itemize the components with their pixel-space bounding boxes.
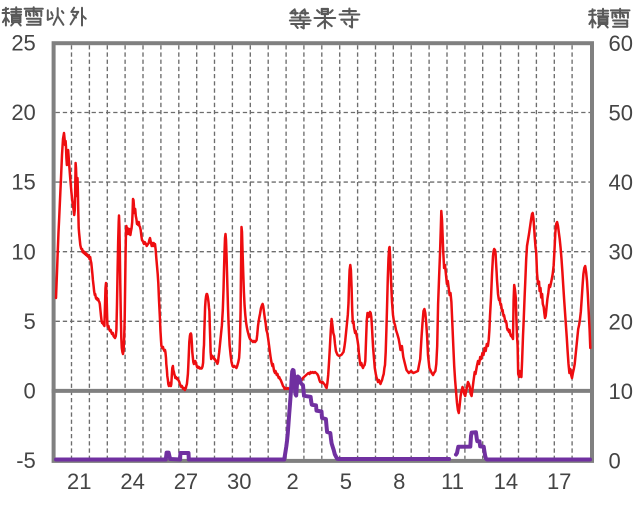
svg-text:25: 25 (11, 31, 35, 56)
svg-text:30: 30 (609, 240, 633, 265)
svg-text:-5: -5 (16, 448, 36, 473)
svg-text:24: 24 (120, 469, 144, 494)
svg-text:60: 60 (609, 31, 633, 56)
svg-text:11: 11 (441, 469, 464, 494)
svg-text:0: 0 (24, 379, 36, 404)
svg-text:0: 0 (609, 449, 621, 474)
svg-text:30: 30 (227, 469, 251, 494)
svg-text:20: 20 (609, 309, 633, 334)
svg-text:8: 8 (393, 469, 405, 494)
svg-text:27: 27 (174, 469, 198, 494)
svg-text:20: 20 (11, 100, 35, 125)
svg-text:10: 10 (609, 379, 633, 404)
svg-text:2: 2 (286, 469, 298, 494)
svg-text:5: 5 (24, 309, 36, 334)
svg-text:14: 14 (494, 469, 518, 494)
svg-text:5: 5 (340, 469, 352, 494)
svg-text:10: 10 (11, 239, 35, 264)
svg-text:21: 21 (67, 469, 91, 494)
svg-text:15: 15 (11, 170, 35, 195)
svg-text:17: 17 (547, 469, 571, 494)
svg-text:50: 50 (609, 100, 633, 125)
svg-text:40: 40 (609, 170, 633, 195)
